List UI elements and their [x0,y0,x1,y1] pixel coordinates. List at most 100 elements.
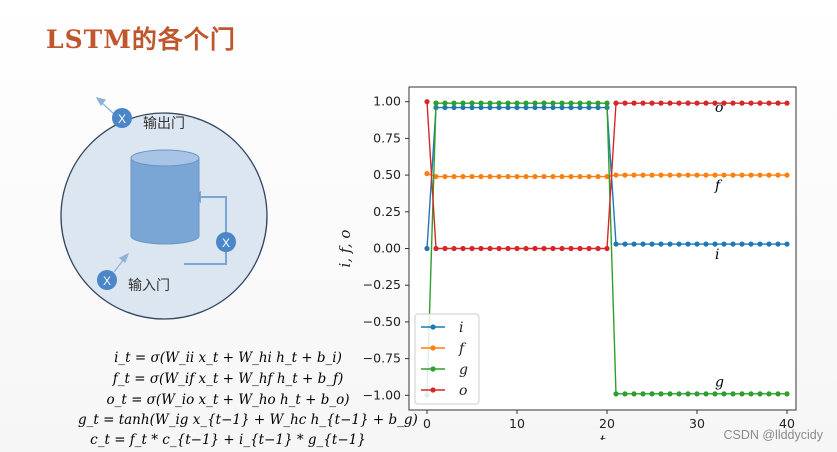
data-point-g [469,100,475,106]
data-point-g [604,100,610,106]
data-point-i [757,241,763,247]
equation-forget-gate: f_t = σ(W_if x_t + W_hf h_t + b_f) [112,371,344,387]
data-point-o [784,100,790,106]
data-point-f [784,172,790,178]
data-point-i [523,104,529,111]
series-annotation-g: g [715,375,724,391]
data-point-o [739,100,745,106]
data-point-f [487,173,493,180]
data-point-o [487,245,493,252]
data-point-g [784,391,790,397]
data-point-i [541,104,547,111]
data-point-g [559,100,565,106]
data-point-f [622,172,628,178]
data-point-f [559,173,565,180]
data-point-f [514,173,520,180]
data-point-i [667,241,673,247]
data-point-g [586,100,592,106]
data-point-i [649,241,655,247]
data-point-g [496,100,502,106]
y-tick-label: 1.00 [373,94,401,109]
data-point-o [721,100,727,106]
data-point-g [721,391,727,397]
data-point-f [640,172,646,178]
y-tick-label: 0.50 [373,167,401,182]
data-point-o [766,100,772,106]
data-point-o [514,245,520,252]
data-point-o [631,100,637,106]
input-gate-icon: X [97,270,117,290]
y-tick-label: 0.00 [373,241,401,256]
data-point-g [739,391,745,397]
data-point-i [775,241,781,247]
series-annotation-i: i [715,247,719,263]
data-point-g [703,391,709,397]
data-point-f [478,173,484,180]
data-point-i [685,241,691,247]
data-point-g [505,100,511,106]
data-point-o [730,100,736,106]
data-point-f [721,172,727,178]
y-tick-label: −1.00 [363,387,401,402]
data-point-i [766,241,772,247]
legend-box [414,313,480,405]
data-point-f [586,173,592,180]
data-point-o [685,100,691,106]
cell-gate-symbol: X [222,236,230,250]
data-point-o [649,100,655,106]
data-point-g [460,100,466,106]
data-point-f [496,173,502,180]
data-point-o [559,245,565,252]
data-point-f [595,173,601,180]
data-point-f [649,172,655,178]
data-point-i [595,104,601,111]
data-point-i [730,241,736,247]
data-point-i [676,241,682,247]
data-point-g [523,100,529,106]
output-gate-symbol: X [118,112,126,126]
data-point-o [505,245,511,252]
series-annotation-f: f [714,178,723,194]
data-point-f [541,173,547,180]
data-point-o [748,100,754,106]
memory-cylinder [130,149,200,245]
series-f [424,171,790,180]
data-point-o [712,100,718,106]
data-point-g [694,391,700,397]
data-point-f [442,173,448,180]
data-point-i [559,104,565,111]
x-tick-label: 10 [509,416,525,431]
data-point-o [469,245,475,252]
data-point-g [649,391,655,397]
data-point-f [694,172,700,178]
data-point-g [631,391,637,397]
equation-cell-candidate: g_t = tanh(W_ig x_{t−1} + W_hc h_{t−1} +… [78,412,418,428]
data-point-i [712,241,718,247]
data-point-o [694,100,700,106]
data-point-i [703,241,709,247]
y-tick-label: 0.25 [373,204,401,219]
data-point-i [496,104,502,111]
equation-cell-state: c_t = f_t * c_{t−1} + i_{t−1} * g_{t−1} [90,432,366,448]
input-gate-label: 输入门 [128,278,170,294]
data-point-g [667,391,673,397]
data-point-i [469,104,475,111]
data-point-i [505,104,511,111]
data-point-f [658,172,664,178]
legend-swatch-marker [430,324,436,330]
x-axis-title: t [599,432,606,440]
data-point-g [712,391,718,397]
data-point-o [478,245,484,252]
data-point-f [505,173,511,180]
data-point-o [703,100,709,106]
data-point-f [451,173,457,180]
data-point-g [676,391,682,397]
data-point-o [658,100,664,106]
data-point-o [613,100,619,106]
data-point-i [658,241,664,247]
input-arrow [113,252,130,273]
data-point-o [667,100,673,106]
output-gate-icon: X [112,108,132,128]
data-point-f [469,173,475,180]
input-gate-symbol: X [103,274,111,288]
